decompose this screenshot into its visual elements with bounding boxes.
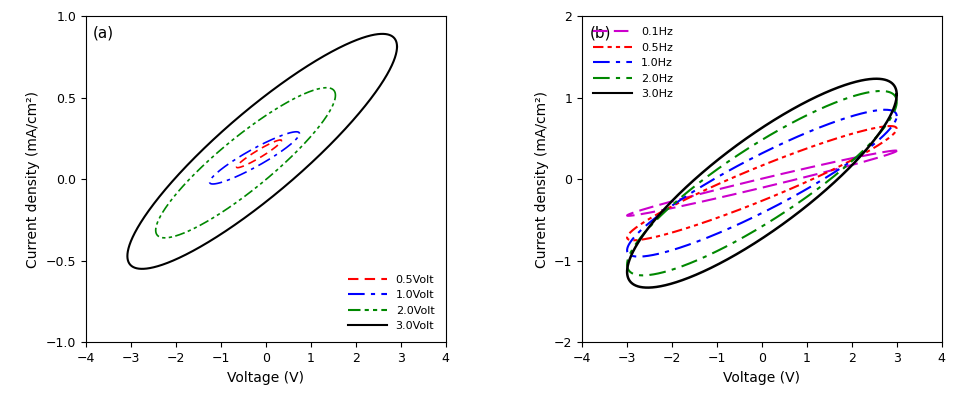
Text: (a): (a) bbox=[94, 26, 115, 41]
Y-axis label: Current density (mA/cm²): Current density (mA/cm²) bbox=[534, 91, 549, 267]
Legend: 0.1Hz, 0.5Hz, 1.0Hz, 2.0Hz, 3.0Hz: 0.1Hz, 0.5Hz, 1.0Hz, 2.0Hz, 3.0Hz bbox=[588, 21, 679, 105]
X-axis label: Voltage (V): Voltage (V) bbox=[724, 371, 800, 384]
Text: (b): (b) bbox=[589, 26, 611, 41]
Y-axis label: Current density (mA/cm²): Current density (mA/cm²) bbox=[26, 91, 40, 267]
Legend: 0.5Volt, 1.0Volt, 2.0Volt, 3.0Volt: 0.5Volt, 1.0Volt, 2.0Volt, 3.0Volt bbox=[342, 269, 440, 337]
X-axis label: Voltage (V): Voltage (V) bbox=[228, 371, 304, 384]
